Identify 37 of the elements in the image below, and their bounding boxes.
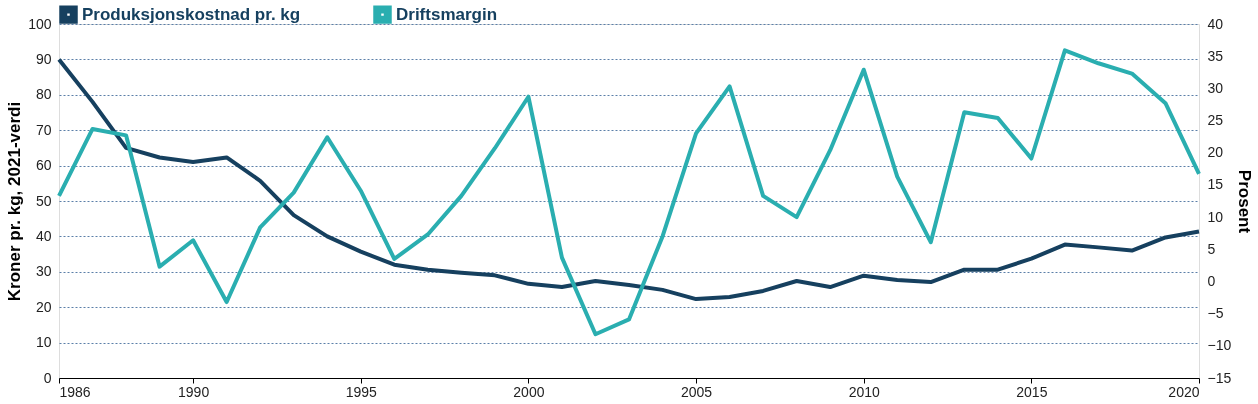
y2-tick-label: 25 [1207,112,1224,129]
y-tick-label: 20 [35,298,52,315]
y2-tick-label: 30 [1207,79,1224,96]
y-tick-label: 40 [35,227,52,244]
y2-tick-label: 0 [1207,272,1216,289]
x-tick-label: 1995 [345,383,378,400]
x-tick-label: 2020 [1168,383,1200,400]
y2-tick-label: −5 [1207,305,1224,322]
y-tick-label: 0 [43,369,52,386]
y-tick-label: 30 [35,263,52,280]
y2-tick-label: −15 [1207,369,1232,386]
y-tick-label: 60 [35,157,52,174]
x-tick-label: 2010 [848,383,880,400]
y-tick-label: 50 [35,192,52,209]
y-tick-label: 10 [35,334,52,351]
x-tick-label: 1990 [178,383,210,400]
legend-label: Driftsmargin [396,4,498,24]
x-tick-label: 1986 [59,383,91,400]
x-tick-label: 2000 [513,383,545,400]
y2-tick-label: 35 [1207,47,1224,64]
y-tick-label: 90 [35,50,52,67]
y-tick-label: 70 [35,121,52,138]
y-tick-label: 100 [28,15,52,32]
y2-tick-label: 20 [1207,144,1224,161]
y2-tick-label: 10 [1207,208,1224,225]
line-series [57,57,1201,302]
y2-tick-label: −10 [1207,337,1232,354]
x-tick-label: 2015 [1016,383,1048,400]
y-axis-title: Kroner pr. kg, 2021-verdi [5,101,25,302]
y2-axis-title: Prosent [1235,169,1255,234]
x-tick-label: 2005 [680,383,713,400]
y2-tick-label: 15 [1207,176,1224,193]
legend-label: Produksjonskostnad pr. kg [82,4,301,24]
y2-tick-label: 5 [1207,240,1216,257]
line-series [57,48,1201,337]
y2-tick-label: 40 [1207,15,1224,32]
y-tick-label: 80 [35,86,52,103]
